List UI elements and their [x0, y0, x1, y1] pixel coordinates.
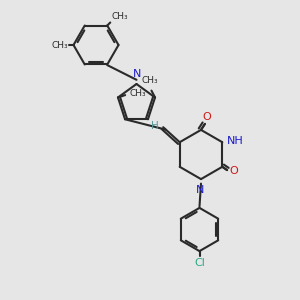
Text: N: N	[196, 184, 205, 194]
Text: O: O	[202, 112, 211, 122]
Text: CH₃: CH₃	[52, 40, 68, 50]
Text: CH₃: CH₃	[129, 89, 146, 98]
Text: Cl: Cl	[194, 258, 205, 268]
Text: CH₃: CH₃	[112, 12, 128, 21]
Text: N: N	[133, 69, 141, 79]
Text: H: H	[151, 121, 158, 131]
Text: NH: NH	[226, 136, 243, 146]
Text: O: O	[229, 166, 238, 176]
Text: CH₃: CH₃	[142, 76, 159, 85]
